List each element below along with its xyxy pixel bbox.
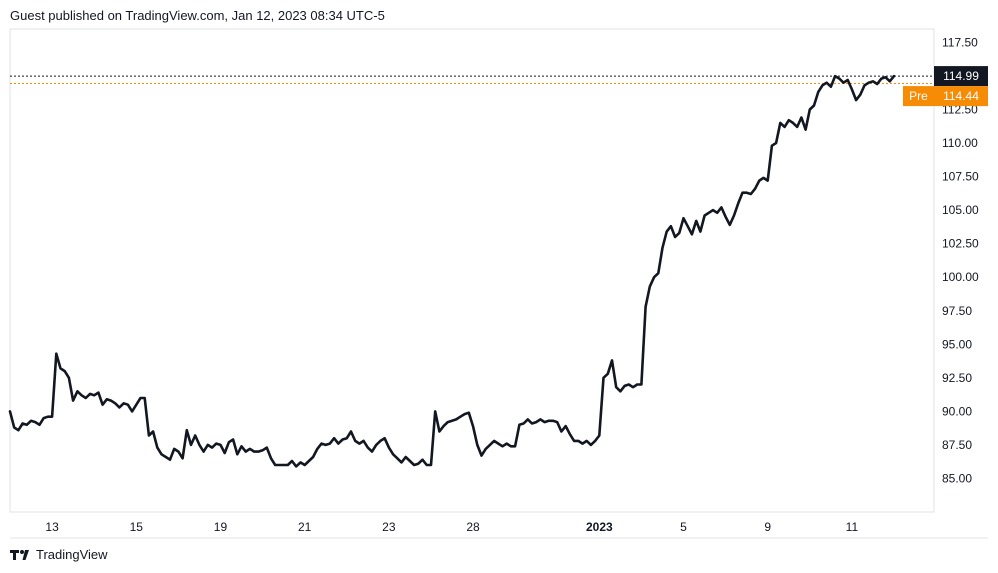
y-tick-label: 100.00 [942, 270, 979, 284]
last-price-badge [934, 66, 988, 87]
pre-market-tag [903, 86, 934, 107]
x-tick-label: 19 [214, 520, 228, 534]
pre-market-label: Pre [909, 89, 928, 103]
y-tick-label: 117.50 [942, 35, 978, 49]
x-tick-label: 23 [382, 520, 396, 534]
y-tick-label: 102.50 [942, 237, 979, 251]
x-tick-label: 21 [298, 520, 312, 534]
x-tick-label: 11 [846, 520, 859, 534]
x-tick-label: 28 [466, 520, 480, 534]
price-series-line[interactable] [8, 74, 896, 468]
y-tick-label: 85.00 [942, 471, 972, 485]
x-tick-label: 2023 [586, 520, 613, 534]
y-tick-label: 87.50 [942, 438, 972, 452]
pre-price-value: 114.44 [943, 89, 979, 103]
x-tick-label: 5 [680, 520, 687, 534]
y-tick-label: 90.00 [942, 404, 972, 418]
publish-info: Guest published on TradingView.com, Jan … [10, 8, 385, 23]
last-price-value: 114.99 [943, 69, 979, 83]
y-tick-label: 95.00 [942, 337, 972, 351]
footer-brand: TradingView [36, 547, 108, 562]
y-tick-label: 107.50 [942, 170, 979, 184]
x-tick-label: 13 [45, 520, 59, 534]
y-tick-label: 97.50 [942, 304, 972, 318]
x-tick-label: 15 [130, 520, 144, 534]
y-tick-label: 110.00 [942, 136, 978, 150]
pre-price-badge [934, 86, 988, 107]
y-tick-label: 92.50 [942, 371, 972, 385]
tradingview-logo-icon [10, 549, 29, 560]
plot-frame [9, 28, 935, 513]
x-tick-label: 9 [764, 520, 771, 534]
tradingview-footer: TradingView [10, 547, 108, 562]
y-tick-label: 105.00 [942, 203, 979, 217]
